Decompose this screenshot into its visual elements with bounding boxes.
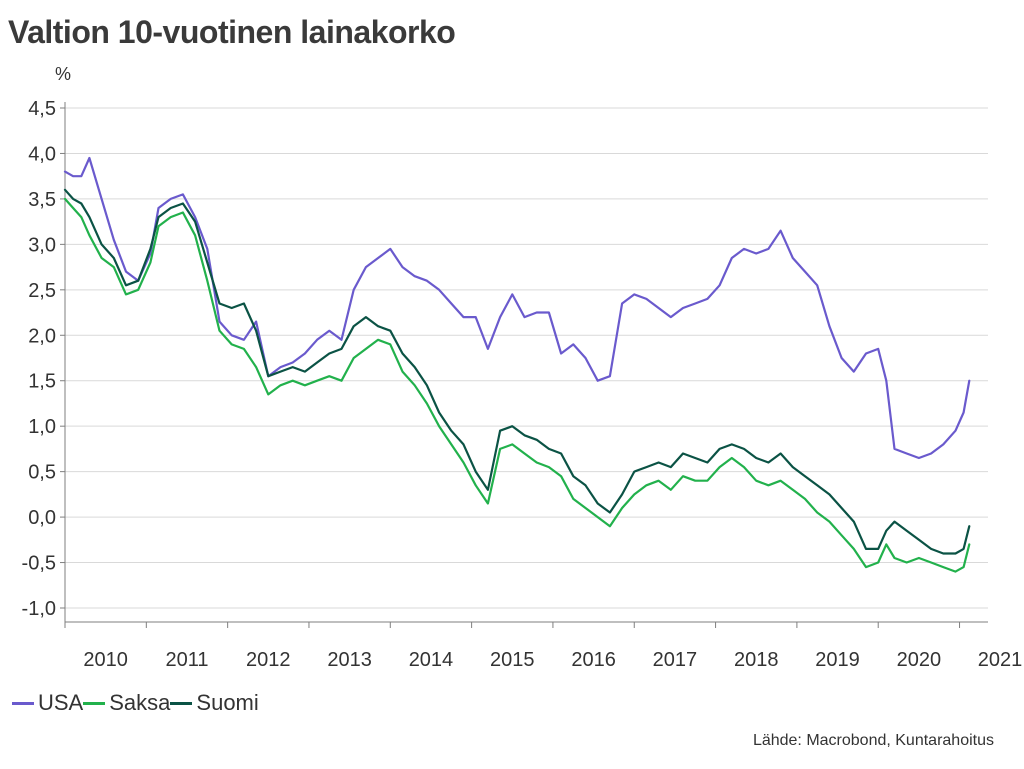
source-note: Lähde: Macrobond, Kuntarahoitus: [752, 732, 994, 749]
y-tick-label: -0,5: [22, 553, 56, 575]
x-tick-label: 2019: [815, 649, 860, 671]
x-tick-label: 2014: [409, 649, 454, 671]
y-tick-label: 3,5: [28, 189, 56, 211]
series-lines: [63, 156, 971, 573]
chart-title: Valtion 10-vuotinen lainakorko: [8, 14, 456, 50]
legend-swatch: [83, 701, 106, 705]
y-tick-label: 1,5: [28, 371, 56, 393]
x-tick-label: 2010: [83, 649, 128, 671]
y-tick-label: 2,0: [28, 325, 56, 347]
y-tick-label: 0,0: [28, 507, 56, 529]
x-tick-label: 2011: [165, 649, 208, 671]
y-tick-label: 1,0: [28, 416, 56, 438]
y-tick-label: 2,5: [28, 280, 56, 302]
x-tick-label: 2013: [327, 649, 372, 671]
y-tick-labels: 4,5 4,0 3,5 3,0 2,5 2,0 1,5 1,0 0,5 0,0 -0,5 -1,0: [22, 98, 56, 620]
y-tick-label: 4,5: [28, 98, 56, 120]
y-tick-label: -1,0: [22, 598, 56, 620]
x-tick-label: 2017: [653, 649, 698, 671]
x-tick-label: 2018: [734, 649, 779, 671]
series-line-suomi: [63, 188, 971, 555]
y-tick-label: 0,5: [28, 462, 56, 484]
legend: USA Saksa Suomi: [12, 690, 259, 716]
y-tick-label: 4,0: [28, 143, 56, 165]
legend-item: Saksa: [83, 690, 170, 716]
y-tick-label: 3,0: [28, 234, 56, 256]
legend-label: USA: [38, 690, 84, 715]
x-tick-label: 2016: [571, 649, 616, 671]
x-tick-labels: 2010 2011 2012 2013 2014 2015 2016 2017 2018 2019…: [83, 649, 1022, 671]
axes: [60, 102, 988, 628]
x-tick-label: 2021: [978, 649, 1023, 671]
y-unit-label: %: [55, 64, 71, 84]
legend-swatch: [12, 701, 34, 705]
x-tick-label: 2015: [490, 649, 535, 671]
x-tick-label: 2012: [246, 649, 291, 671]
series-line-usa: [63, 156, 971, 460]
legend-item: Suomi: [170, 690, 259, 716]
legend-label: Suomi: [196, 690, 259, 715]
series-line-saksa: [63, 197, 971, 573]
grid-lines: [65, 107, 988, 609]
legend-swatch: [170, 701, 193, 705]
x-tick-label: 2020: [897, 649, 942, 671]
legend-item: USA: [12, 690, 83, 716]
legend-label: Saksa: [109, 690, 171, 715]
